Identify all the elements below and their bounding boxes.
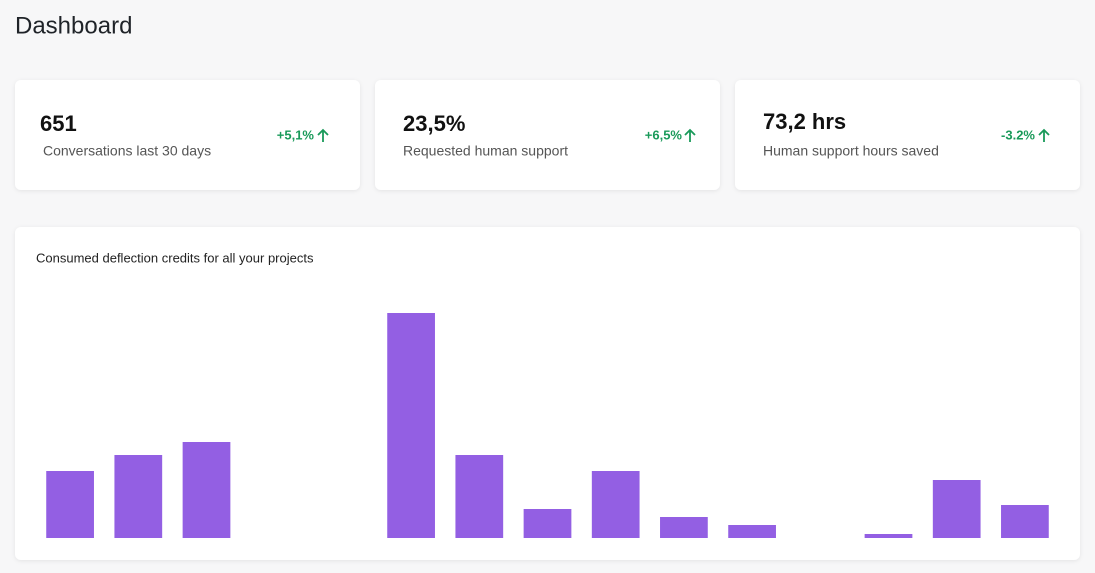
bar [932,480,981,538]
stat-change: +6,5% [645,127,683,142]
bar [660,517,708,538]
bar-chart [46,313,1049,538]
stat-label: Requested human support [403,143,568,159]
bar [1001,505,1049,538]
card [15,80,360,190]
bar [455,455,504,538]
chart-title: Consumed deflection credits for all your… [36,250,314,265]
stat-change: -3.2% [1001,127,1035,142]
stat-value: 23,5% [403,111,465,136]
page-title: Dashboard [15,12,132,39]
bar [864,534,913,538]
bar [728,525,776,538]
up-arrow [1038,128,1050,142]
bar [182,442,231,538]
card [735,80,1080,190]
stat-card: 73,2 hrs Human support hours saved -3.2% [735,80,1080,190]
stat-label: Conversations last 30 days [43,143,211,159]
bar [114,455,163,538]
stat-change: +5,1% [277,127,315,142]
up-arrow [317,128,329,142]
bar [591,471,640,538]
up-arrow [684,128,696,142]
card [375,80,720,190]
bar [523,509,572,538]
stat-value: 73,2 hrs [763,109,846,134]
stat-label: Human support hours saved [763,143,939,159]
chart-card [15,227,1080,560]
bar [387,313,435,538]
bar [46,471,94,538]
stat-card: 651 Conversations last 30 days +5,1% [15,80,360,190]
stat-value: 651 [40,111,77,136]
stat-card: 23,5% Requested human support +6,5% [375,80,720,190]
